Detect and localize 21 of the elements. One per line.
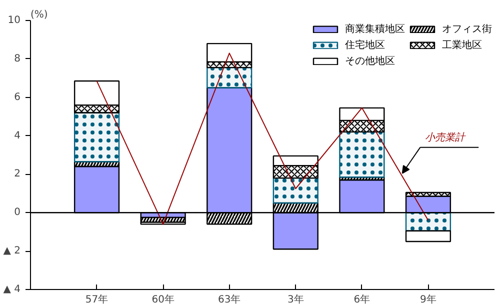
x-tick-label: 63年 <box>218 294 241 306</box>
y-tick-label: 8 <box>14 53 21 64</box>
x-tick-label: 57年 <box>85 294 108 306</box>
y-tick-label: 0 <box>14 207 21 218</box>
text: 小売業計 <box>424 131 466 144</box>
x-tick-label: 6年 <box>354 294 370 306</box>
y-tick-label: ▲ 2 <box>3 246 21 257</box>
x-tick-label: 3年 <box>287 294 304 306</box>
y-tick-label: 10 <box>8 15 21 26</box>
legend-label: 工業地区 <box>442 38 482 52</box>
y-tick-label: ▲ 4 <box>3 284 21 295</box>
legend-label: オフィス街 <box>442 23 492 36</box>
y-tick-label: 4 <box>14 130 21 142</box>
legend-label: 住宅地区 <box>345 38 385 52</box>
legend-label: 商業集積地区 <box>345 22 405 36</box>
x-tick-label: 9年 <box>420 294 436 306</box>
y-axis-title: (%) <box>30 10 48 20</box>
y-tick-label: 6 <box>14 92 21 103</box>
x-tick-label: 60年 <box>152 294 174 306</box>
legend-label: その他地区 <box>345 54 395 68</box>
y-tick-label: 2 <box>14 168 21 180</box>
